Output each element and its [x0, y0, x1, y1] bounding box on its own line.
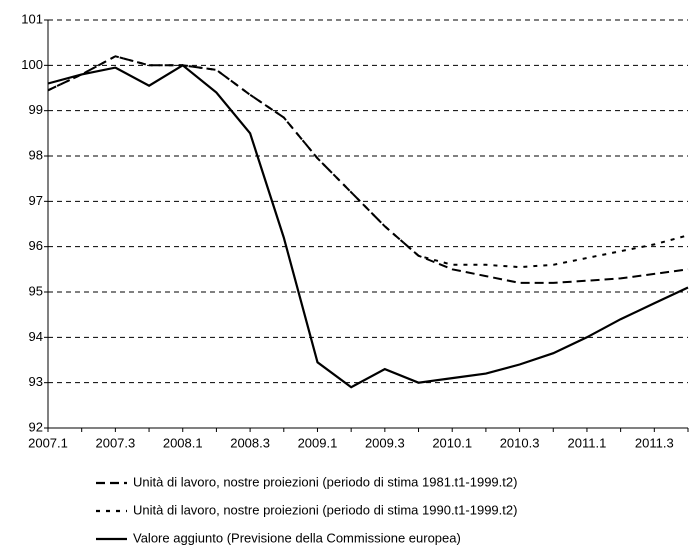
- x-tick-label: 2009.3: [365, 435, 405, 450]
- y-tick-label: 94: [29, 329, 43, 344]
- y-tick-label: 93: [29, 374, 43, 389]
- line-series: [47, 55, 689, 284]
- line-series: [47, 63, 689, 389]
- x-tick-label: 2009.1: [298, 435, 338, 450]
- legend-label: Valore aggiunto (Previsione della Commis…: [133, 530, 461, 545]
- legend-label: Unità di lavoro, nostre proiezioni (peri…: [133, 502, 517, 517]
- y-tick-label: 99: [29, 102, 43, 117]
- y-tick-label: 100: [21, 57, 43, 72]
- x-tick-label: 2011.3: [635, 435, 674, 450]
- x-tick-label: 2007.1: [28, 435, 68, 450]
- x-tick-label: 2010.3: [500, 435, 540, 450]
- y-tick-label: 97: [29, 193, 43, 208]
- y-tick-label: 92: [29, 419, 43, 434]
- y-tick-label: 96: [29, 238, 43, 253]
- y-tick-label: 95: [29, 283, 43, 298]
- x-tick-label: 2010.1: [432, 435, 472, 450]
- x-tick-label: 2007.3: [95, 435, 135, 450]
- y-tick-label: 98: [29, 147, 43, 162]
- y-tick-label: 101: [21, 11, 43, 26]
- x-tick-label: 2011.1: [568, 435, 607, 450]
- line-series: [47, 55, 689, 269]
- x-tick-label: 2008.1: [163, 435, 203, 450]
- x-tick-label: 2008.3: [230, 435, 270, 450]
- legend-label: Unità di lavoro, nostre proiezioni (peri…: [133, 474, 517, 489]
